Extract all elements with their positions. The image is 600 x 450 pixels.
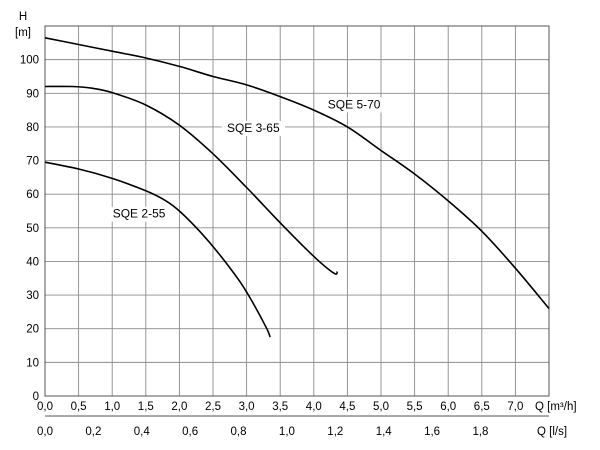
x2-tick-label: 1,4 [376,426,393,438]
x2-tick-label: 0,2 [85,426,101,438]
x2-tick-label: 1,0 [279,426,295,438]
y-tick-label: 90 [26,88,39,100]
y-tick-label: 40 [26,256,39,268]
x2-tick-label: 1,8 [472,426,488,438]
y-tick-label: 50 [26,223,39,235]
y-tick-label: 60 [26,189,39,201]
x2-tick-label: 1,6 [424,426,440,438]
x-tick-label: 2,0 [171,401,187,413]
series-label: SQE 2-55 [113,207,166,221]
x-axis-secondary-label: Q [l/s] [537,426,567,438]
series-labels: SQE 2-55 SQE 3-65 SQE 5-70 [107,97,386,222]
x-axis-primary-label: Q [m³/h] [535,401,577,413]
x-tick-labels-secondary: 0,0 0,2 0,4 0,6 0,8 1,0 1,2 1,4 1,6 1,8 [37,426,488,438]
x-tick-label: 0,0 [37,401,53,413]
x-tick-label: 3,5 [272,401,288,413]
plot-frame [44,25,550,397]
x-tick-label: 5,5 [407,401,423,413]
series-label-bg [221,120,285,136]
y-tick-label: 20 [26,324,39,336]
x2-tick-label: 1,2 [327,426,343,438]
x2-tick-label: 0,0 [37,426,53,438]
x-tick-label: 7,0 [507,401,523,413]
y-axis-unit: [m] [15,27,31,39]
series-line-1 [44,161,271,338]
x-tick-label: 0,5 [71,401,87,413]
series-label-bg [107,206,171,222]
y-tick-label: 80 [26,122,39,134]
x-tick-label: 2,5 [205,401,221,413]
y-tick-labels: 0 10 20 30 40 50 60 70 80 90 100 [20,55,39,403]
y-tick-label: 10 [26,357,39,369]
x-tick-label: 6,5 [474,401,490,413]
series-label: SQE 3-65 [227,121,280,135]
series-curves [44,37,550,338]
series-line-2 [44,85,339,275]
x-tick-label: 4,0 [306,401,322,413]
x-tick-labels-primary: 0,0 0,5 1,0 1,5 2,0 2,5 3,0 3,5 4,0 4,5 5,0 5,5 6,0 6… [37,401,523,413]
y-tick-label: 70 [26,156,39,168]
series-line-3 [44,37,550,310]
x-tick-label: 6,0 [440,401,456,413]
x2-tick-label: 0,4 [134,426,151,438]
x2-tick-label: 0,6 [182,426,198,438]
series-label: SQE 5-70 [328,97,381,111]
x-tick-label: 5,0 [373,401,389,413]
series-label-bg [322,97,386,113]
gridlines [44,25,549,397]
x-tick-label: 1,0 [104,401,120,413]
x-tick-label: 4,5 [339,401,355,413]
x2-tick-label: 0,8 [231,426,247,438]
y-tick-label: 30 [26,290,39,302]
y-tick-label: 0 [33,391,39,403]
x-tick-label: 1,5 [138,401,154,413]
y-axis-symbol: H [19,11,27,23]
x-tick-label: 3,0 [239,401,255,413]
y-tick-label: 100 [20,55,39,67]
